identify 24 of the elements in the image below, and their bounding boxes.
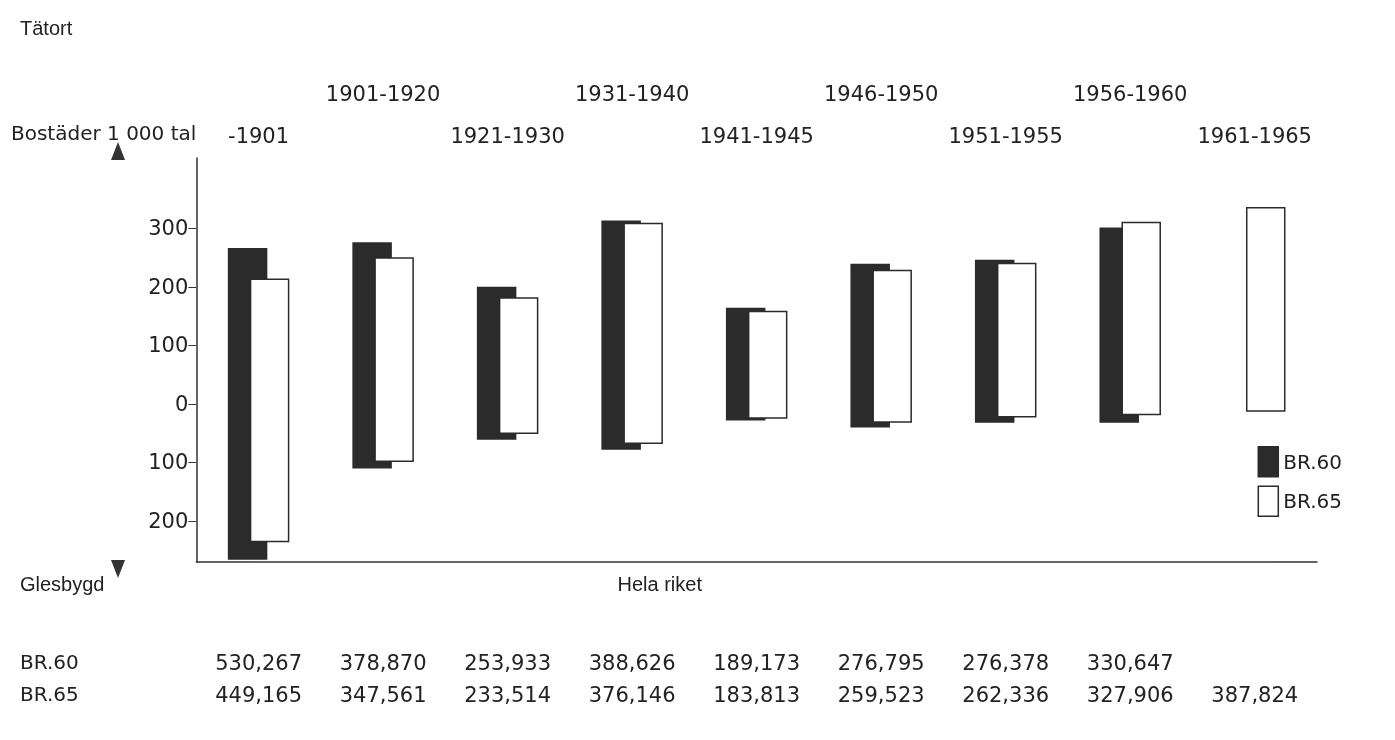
y-axis-title: Bostäder 1 000 tal bbox=[10, 121, 197, 145]
y-tick-label: 300 bbox=[148, 216, 189, 241]
text: BR.60 530,267 378,870 253,933 388,626 189,173 276,795 276,378 330,647 bbox=[20, 650, 1174, 675]
y-tick-label: 0 bbox=[174, 391, 189, 416]
x-tick-label: 1951-1955 bbox=[948, 123, 1063, 148]
y-tick-label: 200 bbox=[148, 274, 189, 299]
x-tick-label: 1901-1920 bbox=[325, 81, 441, 106]
y-tick-label: 200 bbox=[148, 509, 189, 534]
text: Glesbygd bbox=[20, 573, 105, 595]
x-tick-label: 1961-1965 bbox=[1197, 123, 1312, 148]
legend-label: BR.60 bbox=[1283, 449, 1343, 474]
y-tick-label: 100 bbox=[148, 333, 189, 358]
bar bbox=[1245, 207, 1286, 412]
x-tick-label: 1946-1950 bbox=[823, 81, 939, 106]
text: BR.65 449,165 347,561 233,514 376,146 183,813 259,523 262,336 327,906 387,824 bbox=[20, 682, 1299, 707]
y-tick-label: 100 bbox=[148, 450, 189, 475]
legend-label: BR.65 bbox=[1283, 489, 1343, 514]
x-tick-label: 1941-1945 bbox=[699, 123, 814, 148]
text: Hela riket bbox=[617, 573, 703, 595]
x-tick-label: 1931-1940 bbox=[574, 81, 690, 106]
x-tick-label: 1921-1930 bbox=[450, 123, 565, 148]
x-tick-label: 1956-1960 bbox=[1072, 81, 1188, 106]
x-tick-label: -1901 bbox=[228, 123, 290, 148]
text: Tätort bbox=[20, 17, 73, 39]
